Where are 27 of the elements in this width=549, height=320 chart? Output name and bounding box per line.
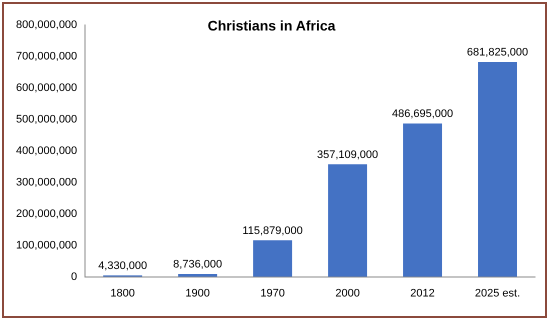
y-tick-label: 100,000,000 bbox=[16, 239, 78, 252]
data-label: 8,736,000 bbox=[173, 258, 222, 271]
y-tick-label: 800,000,000 bbox=[16, 18, 78, 31]
bar bbox=[178, 274, 218, 277]
y-tick-label: 600,000,000 bbox=[16, 82, 78, 94]
data-label: 4,330,000 bbox=[98, 260, 148, 272]
y-tick-label: 0 bbox=[71, 270, 78, 283]
chart-title: Christians in Africa bbox=[208, 17, 336, 34]
y-tick-label: 700,000,000 bbox=[16, 50, 78, 62]
x-tick-label: 1800 bbox=[110, 287, 135, 300]
data-label: 486,695,000 bbox=[392, 108, 454, 120]
y-tick-label: 200,000,000 bbox=[16, 208, 78, 220]
data-label: 681,825,000 bbox=[466, 46, 528, 59]
x-tick-label: 2012 bbox=[410, 287, 435, 300]
y-tick-label: 300,000,000 bbox=[16, 176, 78, 188]
x-tick-label: 2000 bbox=[335, 287, 360, 300]
bar bbox=[328, 164, 368, 277]
x-tick-label: 2025 est. bbox=[474, 287, 520, 300]
y-tick-label: 500,000,000 bbox=[16, 113, 78, 126]
y-tick-label: 400,000,000 bbox=[16, 144, 78, 157]
bar bbox=[478, 62, 518, 277]
data-label: 115,879,000 bbox=[242, 224, 303, 237]
bar bbox=[253, 240, 292, 277]
x-tick-label: 1970 bbox=[260, 287, 285, 300]
data-label: 357,109,000 bbox=[316, 148, 378, 161]
x-tick-label: 1900 bbox=[185, 287, 210, 300]
bar bbox=[403, 123, 442, 277]
